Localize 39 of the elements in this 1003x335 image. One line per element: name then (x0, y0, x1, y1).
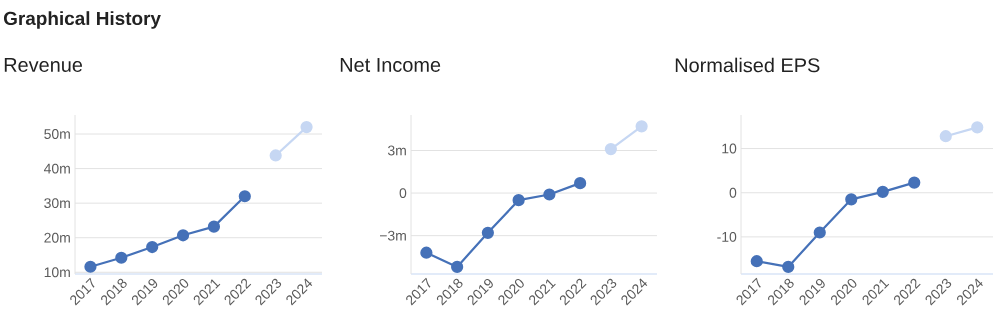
y-tick-label: 0 (399, 188, 407, 199)
point (238, 190, 251, 203)
point (420, 246, 433, 259)
point (146, 240, 159, 254)
point (813, 226, 826, 239)
point (512, 194, 525, 207)
y-tick-label: −3m (379, 230, 406, 241)
point (939, 130, 952, 143)
y-tick-label: 50m (44, 129, 70, 139)
chart-title: Normalised EPS (675, 57, 820, 73)
point (207, 220, 221, 233)
point (84, 260, 97, 273)
point (971, 121, 984, 134)
point (543, 188, 556, 201)
point (300, 121, 313, 134)
point (451, 260, 464, 273)
point (176, 229, 190, 242)
y-tick-label: 10 (722, 143, 737, 154)
chart-title: Graphical History (3, 11, 161, 29)
y-tick-label: 30m (44, 198, 70, 209)
y-tick-label: 0 (729, 187, 737, 198)
point (876, 185, 889, 198)
chart-title: Net Income (340, 58, 441, 72)
y-tick-label: 3m (387, 145, 406, 156)
point (750, 255, 763, 268)
y-tick-label: 40m (43, 163, 70, 174)
point (115, 251, 128, 264)
point (269, 149, 282, 162)
point (845, 193, 858, 206)
point (604, 142, 617, 156)
y-tick-label: -10 (717, 231, 737, 242)
y-tick-label: 20m (44, 232, 70, 243)
point (481, 226, 494, 239)
point (908, 176, 921, 189)
point (635, 120, 648, 133)
point (782, 260, 795, 274)
chart-subtitle: Revenue (4, 58, 83, 72)
y-tick-label: 10m (44, 267, 70, 278)
point (574, 177, 587, 190)
